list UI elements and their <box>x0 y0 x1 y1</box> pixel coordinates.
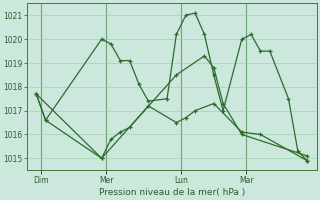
X-axis label: Pression niveau de la mer( hPa ): Pression niveau de la mer( hPa ) <box>99 188 245 197</box>
